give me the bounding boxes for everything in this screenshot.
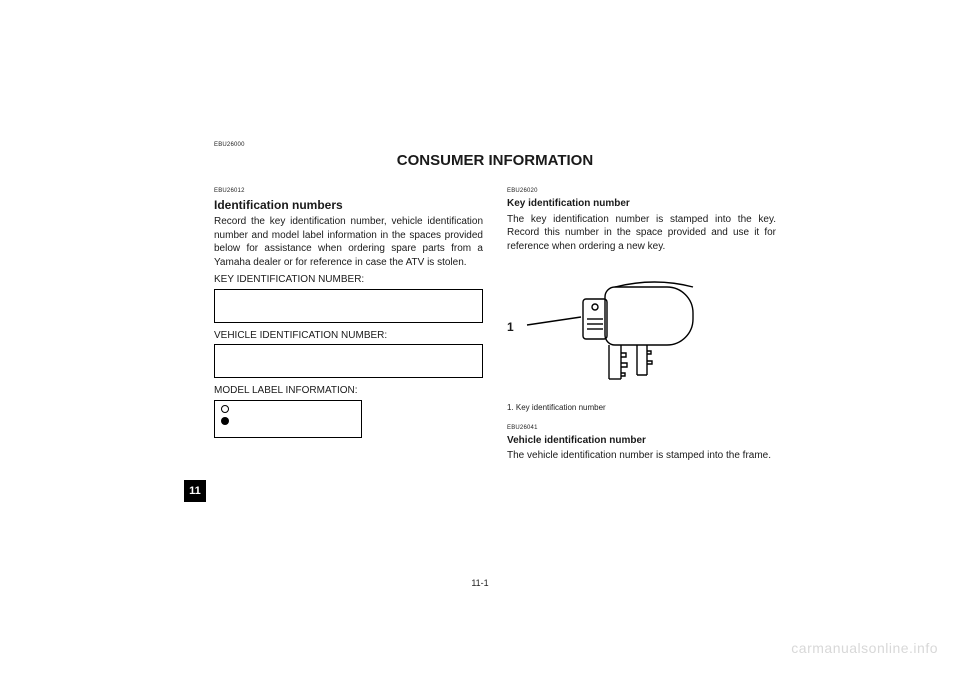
- field-label-vehicle-id: VEHICLE IDENTIFICATION NUMBER:: [214, 329, 483, 343]
- manual-page: EBU26000 CONSUMER INFORMATION EBU26012 I…: [0, 0, 960, 678]
- section-code: EBU26041: [507, 424, 776, 432]
- key-figure: 1: [507, 267, 776, 397]
- section-code: EBU26012: [214, 187, 483, 195]
- left-column: EBU26012 Identification numbers Record t…: [214, 187, 483, 467]
- columns: EBU26012 Identification numbers Record t…: [214, 187, 776, 467]
- chapter-tab: 11: [184, 480, 206, 502]
- chapter-code: EBU26000: [214, 142, 776, 148]
- chapter-title: CONSUMER INFORMATION: [214, 152, 776, 169]
- watermark-text: carmanualsonline.info: [791, 640, 938, 656]
- model-box-dots: [221, 405, 355, 425]
- figure-callout-number: 1: [507, 319, 514, 335]
- spacer: [507, 414, 776, 424]
- section-heading: Identification numbers: [214, 197, 483, 213]
- entry-box-vehicle-id: [214, 344, 483, 378]
- section-code: EBU26020: [507, 187, 776, 195]
- field-label-key-id: KEY IDENTIFICATION NUMBER:: [214, 273, 483, 287]
- subsection-body: The vehicle identification number is sta…: [507, 449, 776, 463]
- subsection-heading: Vehicle identification number: [507, 434, 776, 448]
- content-area: EBU26000 CONSUMER INFORMATION EBU26012 I…: [214, 142, 776, 467]
- section-body: Record the key identification number, ve…: [214, 215, 483, 269]
- subsection-body: The key identification number is stamped…: [507, 213, 776, 254]
- figure-caption: 1. Key identification number: [507, 403, 776, 414]
- key-illustration-icon: [525, 267, 745, 397]
- field-label-model-label: MODEL LABEL INFORMATION:: [214, 384, 483, 398]
- page-number: 11-1: [0, 578, 960, 588]
- right-column: EBU26020 Key identification number The k…: [507, 187, 776, 467]
- entry-box-model-label: [214, 400, 362, 438]
- open-circle-icon: [221, 405, 229, 413]
- filled-circle-icon: [221, 417, 229, 425]
- subsection-heading: Key identification number: [507, 197, 776, 211]
- entry-box-key-id: [214, 289, 483, 323]
